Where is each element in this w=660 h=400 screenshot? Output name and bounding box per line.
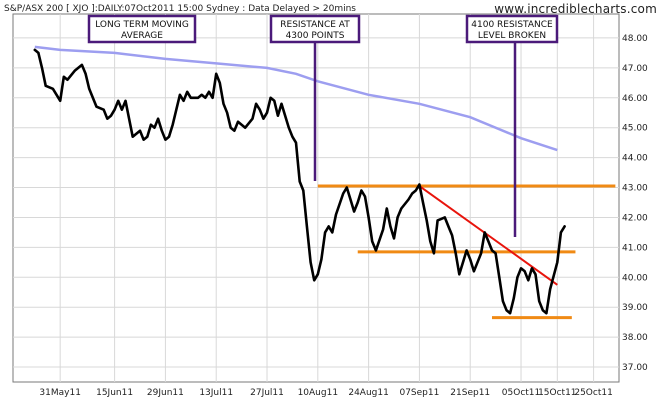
annotation-text: 4300 POINTS	[286, 31, 345, 41]
annotation-text: AVERAGE	[121, 31, 163, 41]
x-tick-label: 15Oct11	[538, 388, 576, 398]
y-tick-label: 38.00	[622, 333, 648, 343]
x-tick-label: 25Oct11	[574, 388, 612, 398]
y-tick-label: 39.00	[622, 303, 648, 313]
annotation-box	[269, 14, 361, 44]
y-tick-label: 41.00	[622, 243, 648, 253]
x-tick-label: 21Sep11	[450, 388, 490, 398]
x-tick-label: 31May11	[39, 388, 81, 398]
price-line	[33, 48, 566, 315]
x-tick-label: 24Aug11	[348, 388, 388, 398]
y-tick-label: 45.00	[622, 124, 648, 134]
moving-average-line	[34, 45, 558, 152]
downtrend-line	[418, 185, 558, 286]
chart-header: S&P/ASX 200 [ XJO ]:DAILY:07Oct2011 15:0…	[4, 4, 356, 14]
y-tick-label: 42.00	[622, 213, 648, 223]
y-tick-label: 47.00	[622, 64, 648, 74]
plot-area	[12, 13, 620, 383]
annotation-box	[465, 14, 559, 44]
x-tick-label: 29Jun11	[147, 388, 184, 398]
y-tick-label: 44.00	[622, 154, 648, 164]
annotation-text: LONG TERM MOVING	[95, 20, 189, 30]
x-tick-label: 13Jul11	[199, 388, 233, 398]
y-tick-label: 37.00	[622, 363, 648, 373]
brand-url: www.incrediblecharts.com	[494, 2, 657, 16]
y-tick-label: 48.00	[622, 34, 648, 44]
x-tick-label: 05Oct11	[502, 388, 540, 398]
annotation-text: RESISTANCE AT	[280, 20, 350, 30]
y-tick-label: 43.00	[622, 184, 648, 194]
x-tick-label: 10Aug11	[298, 388, 338, 398]
x-tick-label: 27Jul11	[250, 388, 284, 398]
annotation-text: LEVEL BROKEN	[478, 31, 546, 41]
annotation-box	[87, 14, 197, 44]
y-tick-label: 46.00	[622, 94, 648, 104]
annotation-text: 4100 RESISTANCE	[471, 20, 553, 30]
x-tick-label: 07Sep11	[399, 388, 439, 398]
y-tick-label: 40.00	[622, 273, 648, 283]
x-tick-label: 15Jun11	[96, 388, 133, 398]
